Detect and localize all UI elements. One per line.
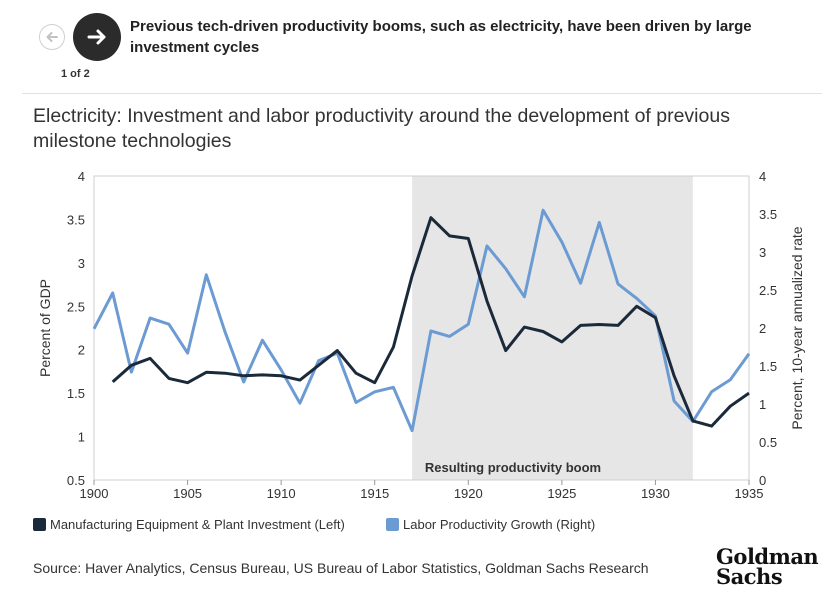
x-tick-label: 1900 [80, 486, 109, 501]
divider [22, 93, 822, 94]
legend: Manufacturing Equipment & Plant Investme… [33, 517, 595, 532]
y-tick-label-right: 3 [759, 245, 766, 260]
series-line-manufacturing-investment [111, 216, 750, 428]
series-line-labor-productivity [92, 208, 751, 433]
slide-title: Previous tech-driven productivity booms,… [130, 18, 752, 56]
next-slide-button[interactable] [73, 13, 121, 61]
y-tick-label-left: 1 [78, 430, 85, 445]
logo-line-2: Sachs [716, 564, 783, 589]
chart-title: Electricity: Investment and labor produc… [33, 105, 730, 152]
x-tick-label: 1935 [735, 486, 764, 501]
y-tick-label-left: 3.5 [67, 212, 85, 227]
y-tick-label-right: 3.5 [759, 207, 777, 222]
y-tick-label-left: 1.5 [67, 386, 85, 401]
y-tick-label-left: 0.5 [67, 473, 85, 488]
legend-label-left: Manufacturing Equipment & Plant Investme… [50, 517, 345, 532]
shaded-region-label: Resulting productivity boom [425, 460, 601, 475]
x-tick-label: 1905 [173, 486, 202, 501]
y-tick-label-right: 1 [759, 397, 766, 412]
y-tick-label-left: 4 [78, 169, 85, 184]
y-tick-label-left: 3 [78, 256, 85, 271]
legend-label-right: Labor Productivity Growth (Right) [403, 517, 595, 532]
y-tick-label-right: 1.5 [759, 359, 777, 374]
y-tick-label-right: 4 [759, 169, 766, 184]
y-tick-label-left: 2 [78, 343, 85, 358]
legend-swatch-right [386, 518, 399, 531]
goldman-sachs-logo: Goldman Sachs [716, 544, 819, 589]
y-tick-label-right: 2 [759, 321, 766, 336]
shaded-region [412, 176, 693, 480]
y-tick-label-right: 2.5 [759, 283, 777, 298]
y-axis-label-left: Percent of GDP [37, 279, 53, 377]
source-note: Source: Haver Analytics, Census Bureau, … [33, 560, 649, 576]
x-tick-label: 1915 [360, 486, 389, 501]
y-tick-label-right: 0.5 [759, 435, 777, 450]
slide-counter: 1 of 2 [61, 68, 90, 80]
y-axis-label-right: Percent, 10-year annualized rate [789, 226, 805, 429]
x-tick-label: 1930 [641, 486, 670, 501]
x-tick-label: 1925 [547, 486, 576, 501]
y-tick-label-right: 0 [759, 473, 766, 488]
y-tick-label-left: 2.5 [67, 299, 85, 314]
arrow-right-icon [87, 29, 106, 45]
legend-swatch-left [33, 518, 46, 531]
x-tick-label: 1920 [454, 486, 483, 501]
logo-line-1: Goldman [716, 544, 819, 569]
arrow-left-icon [46, 32, 58, 42]
chart: Resulting productivity boom 4 3.5 3 2.5 2 1.5… [33, 169, 805, 532]
x-tick-label: 1910 [267, 486, 296, 501]
previous-slide-button[interactable] [39, 24, 65, 50]
